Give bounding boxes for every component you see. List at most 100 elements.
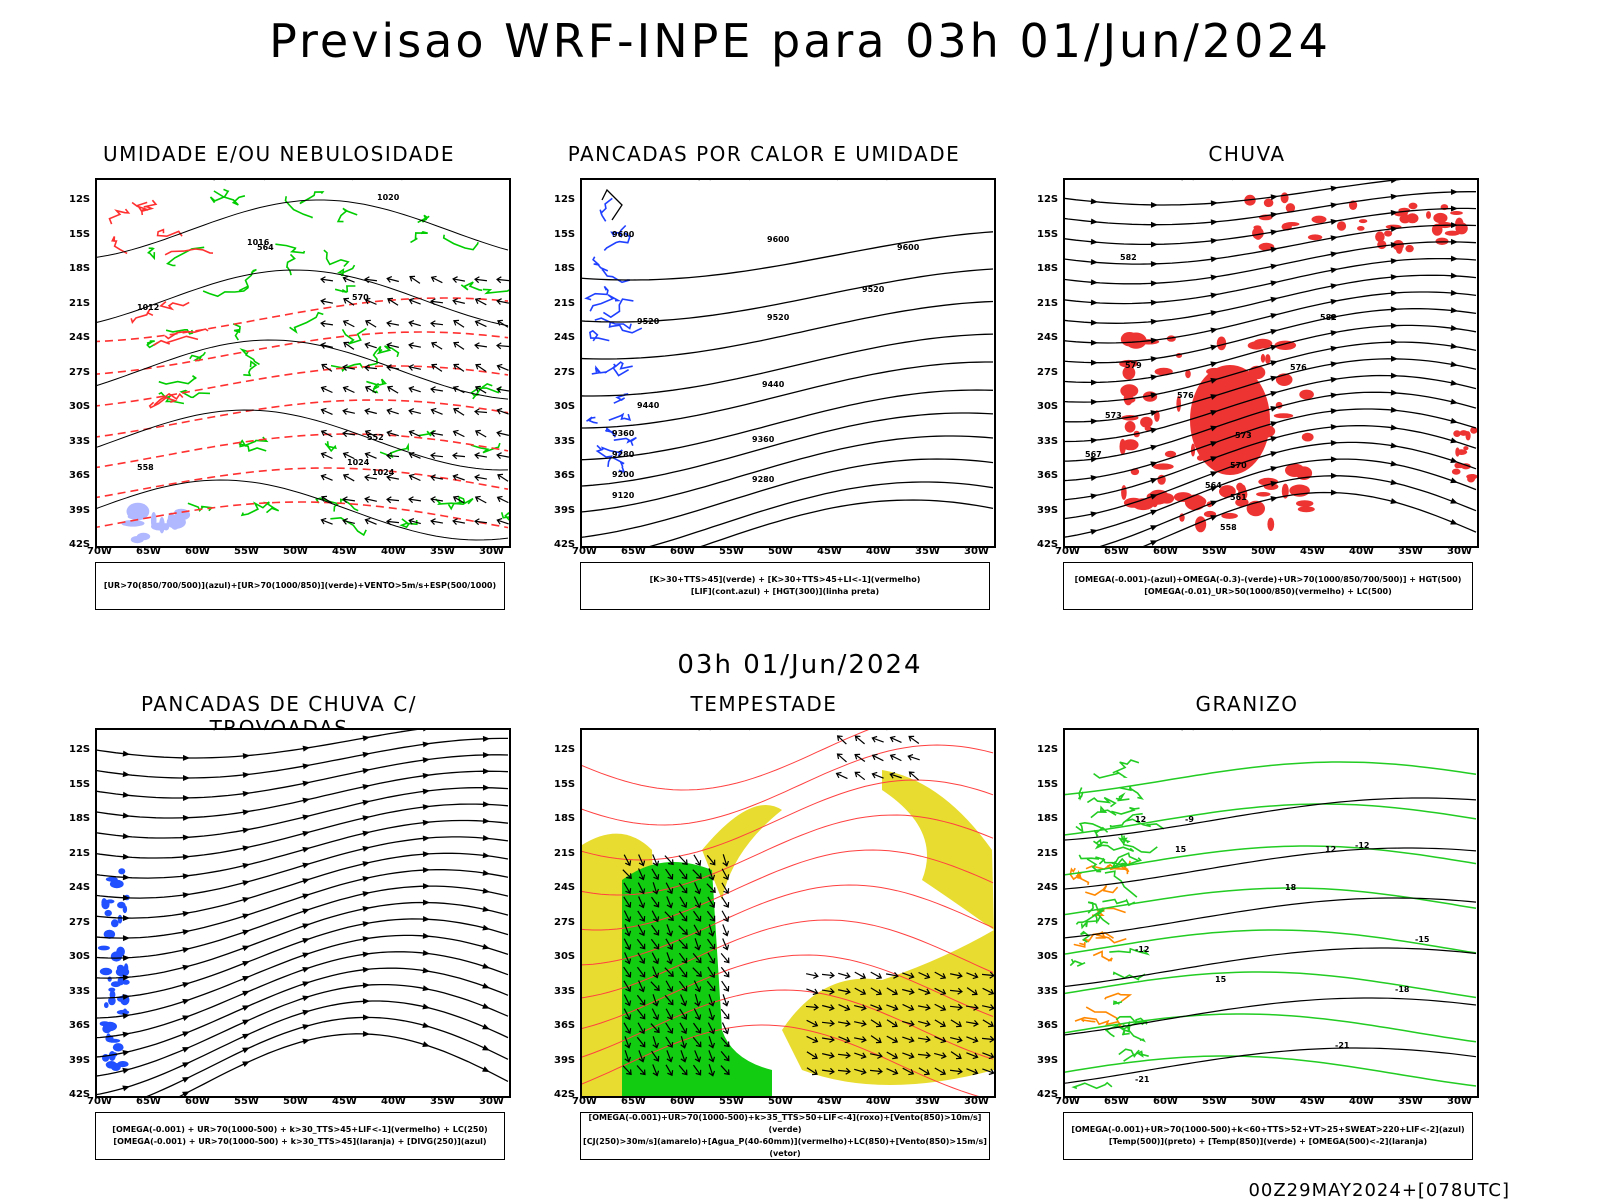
green-humidity-contour — [372, 382, 380, 394]
wind-vector — [497, 319, 509, 328]
wind850-vector — [982, 1052, 994, 1060]
green-humidity-contour — [434, 497, 474, 506]
wind850-vector — [679, 1022, 688, 1035]
latitude-tick-label: 27S — [69, 366, 91, 378]
streamline — [1065, 458, 1477, 538]
streamline-arrow — [1090, 218, 1098, 225]
streamline — [1065, 224, 1477, 265]
longitude-tick-label: 70W — [87, 1096, 112, 1107]
latitude-tick-label: 15S — [69, 228, 91, 240]
contour-label: 15 — [1175, 845, 1187, 854]
hgt300-contour — [649, 481, 994, 546]
wind850-vector — [664, 967, 674, 978]
contour-label: 9280 — [752, 475, 775, 484]
streamline-arrow — [1450, 325, 1458, 331]
longitude-tick-label: 45W — [332, 546, 357, 557]
longitude-tick-label: 45W — [817, 1096, 842, 1107]
wind850-vector — [693, 1022, 702, 1034]
streamline-arrow — [1150, 525, 1158, 531]
latitude-tick-label: 33S — [1037, 435, 1059, 447]
wind-vector — [342, 430, 356, 438]
wind850-vector — [623, 882, 632, 895]
rain-red-area — [1311, 215, 1327, 224]
wind850-vector — [638, 980, 646, 993]
hgt300-contour — [582, 361, 993, 429]
wind850-vector — [678, 966, 688, 978]
contour-label: 9520 — [767, 313, 790, 322]
hgt300-contour — [582, 389, 994, 461]
streamline-arrow — [242, 753, 250, 760]
streamline-arrow — [242, 913, 250, 920]
streamline-arrow — [482, 963, 490, 969]
streamline-arrow — [482, 768, 490, 775]
streamline-arrow — [1330, 345, 1338, 352]
wind850-vector — [708, 1008, 716, 1021]
wind850-vector — [665, 980, 674, 993]
temp850-contour — [1093, 771, 1128, 779]
divergence-blue-area — [109, 879, 124, 889]
rain-red-area — [1256, 492, 1271, 497]
streamline-arrow — [1390, 306, 1398, 313]
streamline — [1065, 274, 1477, 324]
longitude-tick-label: 60W — [1153, 1096, 1178, 1107]
latitude-tick-label: 36S — [69, 470, 91, 481]
streamline-arrow — [362, 876, 370, 882]
temp500-contour — [1065, 947, 1477, 988]
longitude-tick-label: 40W — [381, 546, 406, 557]
lif-contour — [612, 457, 626, 474]
panel-title: GRANIZO — [1195, 692, 1299, 716]
streamline-arrow — [1330, 472, 1338, 479]
wind850-vector — [694, 938, 702, 951]
thickness-contour — [97, 467, 509, 499]
streamline-arrow — [422, 932, 430, 939]
streamline-arrow — [1270, 465, 1278, 472]
streamline-arrow — [122, 1031, 130, 1038]
streamline-arrow — [1270, 375, 1278, 382]
streamline-arrow — [1090, 258, 1098, 265]
streamline-arrow — [1330, 314, 1338, 321]
wind850-vector — [678, 925, 688, 935]
hgt300-contour — [582, 268, 994, 323]
thickness-contour — [97, 501, 509, 529]
lc850-streamline — [582, 849, 994, 931]
green-humidity-contour — [376, 345, 400, 358]
wind850-vector — [651, 1050, 660, 1062]
streamline-arrow — [362, 951, 370, 958]
streamline — [97, 901, 509, 979]
temp850-contour — [1087, 901, 1100, 914]
wind850-vector — [638, 854, 646, 867]
latitude-tick-label: 39S — [69, 1054, 91, 1066]
contour-label: 9360 — [612, 429, 635, 438]
latitude-tick-label: 39S — [1037, 1054, 1059, 1066]
streamline-arrow — [482, 784, 490, 791]
panel-title: CHUVA — [1208, 142, 1286, 166]
streamline — [97, 803, 509, 859]
wind850-vector — [651, 924, 660, 936]
divergence-blue-area — [104, 1002, 109, 1009]
contour-label: 573 — [1105, 411, 1122, 420]
streamline-arrow — [1150, 427, 1158, 434]
wind-vector — [364, 408, 377, 415]
wind-vector — [496, 430, 509, 437]
forecast-panel: GRANIZO -9 -12 -12 -15 -18 -21 -21 12 15 18 12 15 12S… — [1023, 692, 1495, 1178]
wind-vector — [430, 298, 444, 306]
wind850-vector — [652, 1036, 660, 1049]
green-humidity-contour — [285, 253, 296, 276]
wind850-vector — [854, 771, 866, 781]
wind850-vector — [638, 868, 646, 881]
contour-label: -21 — [1135, 1075, 1150, 1084]
map-canvas: 9600 9600 9600 9520 9520 9520 9440 9440 9360 9360… — [582, 180, 994, 546]
streamline-arrow — [1270, 495, 1278, 502]
temp850-contour — [1075, 913, 1098, 925]
wind-vector — [452, 518, 466, 525]
streamline-arrow — [362, 830, 370, 837]
rain-red-area — [1152, 463, 1174, 470]
streamline-arrow — [182, 1076, 190, 1083]
temp850-contour — [1104, 870, 1138, 898]
thickness-contour — [159, 300, 190, 311]
streamline-arrow — [182, 998, 190, 1005]
wind850-vector — [652, 882, 660, 895]
contour-label: 9360 — [752, 435, 775, 444]
wind850-vector — [949, 1067, 963, 1075]
temp850-contour — [1092, 909, 1110, 926]
